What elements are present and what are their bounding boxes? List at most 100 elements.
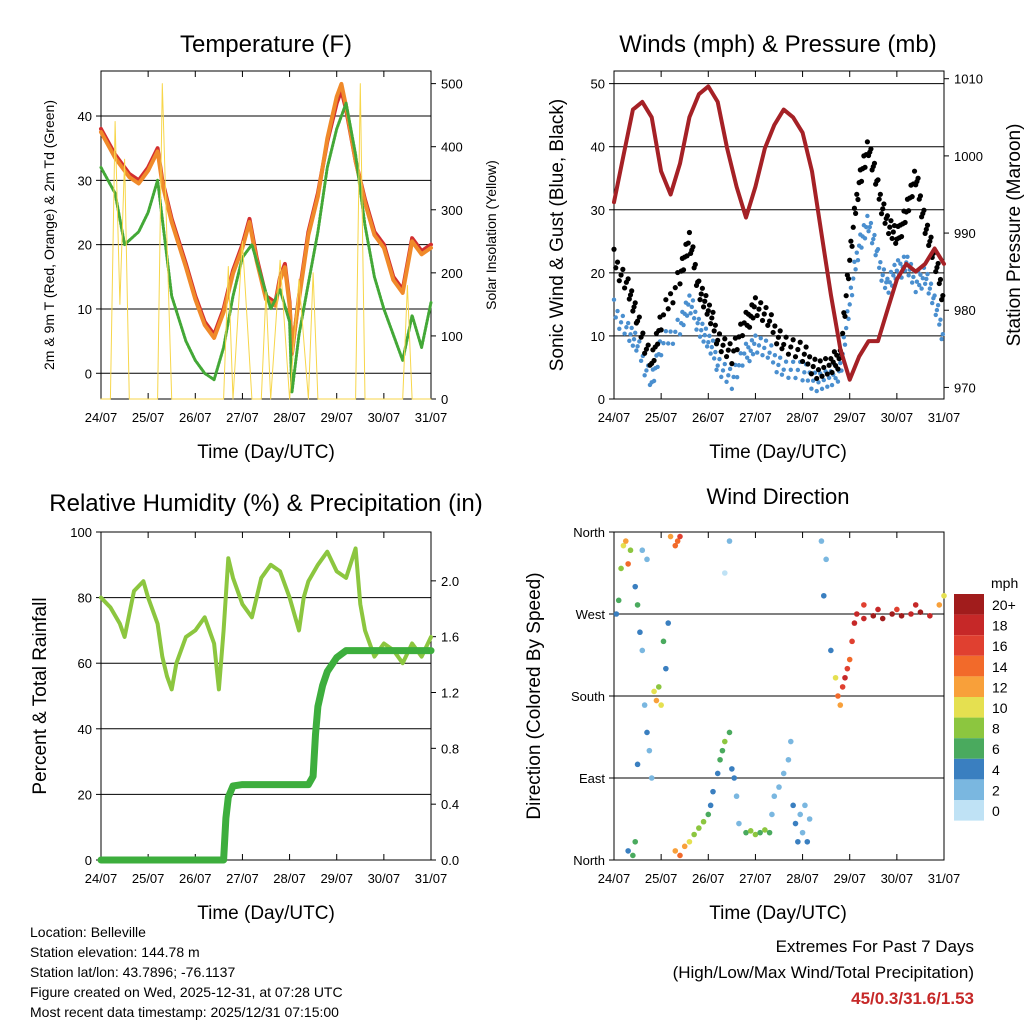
winds-point [935,260,941,267]
winds-point [618,272,624,278]
direction-point [710,788,716,795]
winds-point [762,345,767,351]
direction-point [644,556,650,563]
winds-point [882,220,888,226]
direction-point [799,829,806,836]
winds-point [629,325,634,331]
winds-point [759,317,766,324]
humidity-y2-tick-label: 0.0 [441,853,459,868]
direction-point [729,766,735,772]
winds-point [632,300,638,306]
winds-point [697,297,703,303]
legend-title: mph [991,575,1018,591]
recent-text: Most recent data timestamp: 2025/12/31 0… [30,1004,339,1020]
direction-point [844,665,851,672]
humidity-x-tick-label: 28/07 [273,871,306,886]
winds-point [716,331,723,337]
winds-point [763,338,769,343]
winds-point [776,362,781,368]
winds-point [698,291,704,297]
direction-point [861,615,867,622]
winds-point [875,177,881,183]
direction-point [653,697,660,704]
direction-point [776,784,782,790]
winds-point [701,339,706,344]
winds-plot-frame [613,70,945,400]
winds-point [772,352,778,358]
winds-point [772,323,778,329]
winds-point [722,361,727,367]
winds-point [790,359,796,365]
winds-y-tick-label: 10 [591,329,605,344]
winds-point [636,314,642,320]
direction-point [743,829,749,836]
winds-point [723,353,730,360]
winds-point [722,336,728,342]
winds-point [822,356,829,362]
direction-point [655,684,662,690]
temperature-x-tick-label: 27/07 [226,410,259,425]
winds-series-gust [611,139,946,382]
winds-point [809,386,814,391]
winds-point [746,345,751,350]
direction-point [721,570,728,576]
winds-point [620,266,626,272]
winds-point [810,363,816,370]
direction-point [634,761,641,768]
humidity-y-tick-label: 0 [85,853,92,868]
winds-point [670,341,676,346]
direction-point [790,802,796,809]
winds-point [756,306,762,312]
winds-point [905,254,910,259]
humidity-plot-frame [100,531,432,861]
winds-point [888,218,894,224]
winds-point [708,351,713,356]
winds-point [854,191,860,197]
direction-point [771,793,778,800]
winds-point [720,368,726,373]
winds-point [768,312,774,318]
direction-point [747,828,754,834]
direction-point [757,829,763,836]
winds-point [765,355,771,360]
humidity-series-relative-humidity [99,546,433,692]
direction-point [634,602,641,608]
direction-point [677,852,683,859]
winds-point [651,378,657,384]
direction-point [660,638,667,645]
direction-point [766,829,773,836]
direction-x-tick-label: 29/07 [833,871,866,886]
winds-point [670,300,676,306]
winds-point [898,233,905,240]
winds-point [644,368,649,373]
winds-point [712,322,718,328]
winds-title: Winds (mph) & Pressure (mb) [619,31,936,58]
winds-point [663,297,669,303]
legend-label: 16 [992,638,1008,654]
winds-panel: Winds (mph) & Pressure (mb) 24/07 25/07 26… [547,31,1024,463]
winds-point [800,378,805,383]
winds-point [821,377,826,383]
winds-point [734,375,740,380]
winds-point [845,276,852,282]
temperature-y2-tick-label: 400 [441,140,463,155]
winds-y-tick-label: 20 [591,266,605,281]
winds-point [613,315,618,320]
humidity-y-tick-label: 60 [78,656,92,671]
winds-point [702,298,708,304]
winds-point [878,259,883,265]
extremes-box: Extremes For Past 7 Days (High/Low/Max W… [673,934,974,1012]
winds-point [707,333,712,338]
winds-point [924,222,931,228]
temperature-y2-tick-label: 100 [441,329,463,344]
winds-point [783,359,789,364]
winds-point [881,201,887,207]
winds-point [675,317,680,323]
winds-point [775,334,782,340]
winds-point [756,343,762,348]
direction-point [894,606,900,613]
humidity-x-tick-label: 27/07 [226,871,259,886]
winds-point [803,344,809,350]
winds-x-tick-label: 29/07 [833,410,866,425]
direction-point [721,738,728,745]
